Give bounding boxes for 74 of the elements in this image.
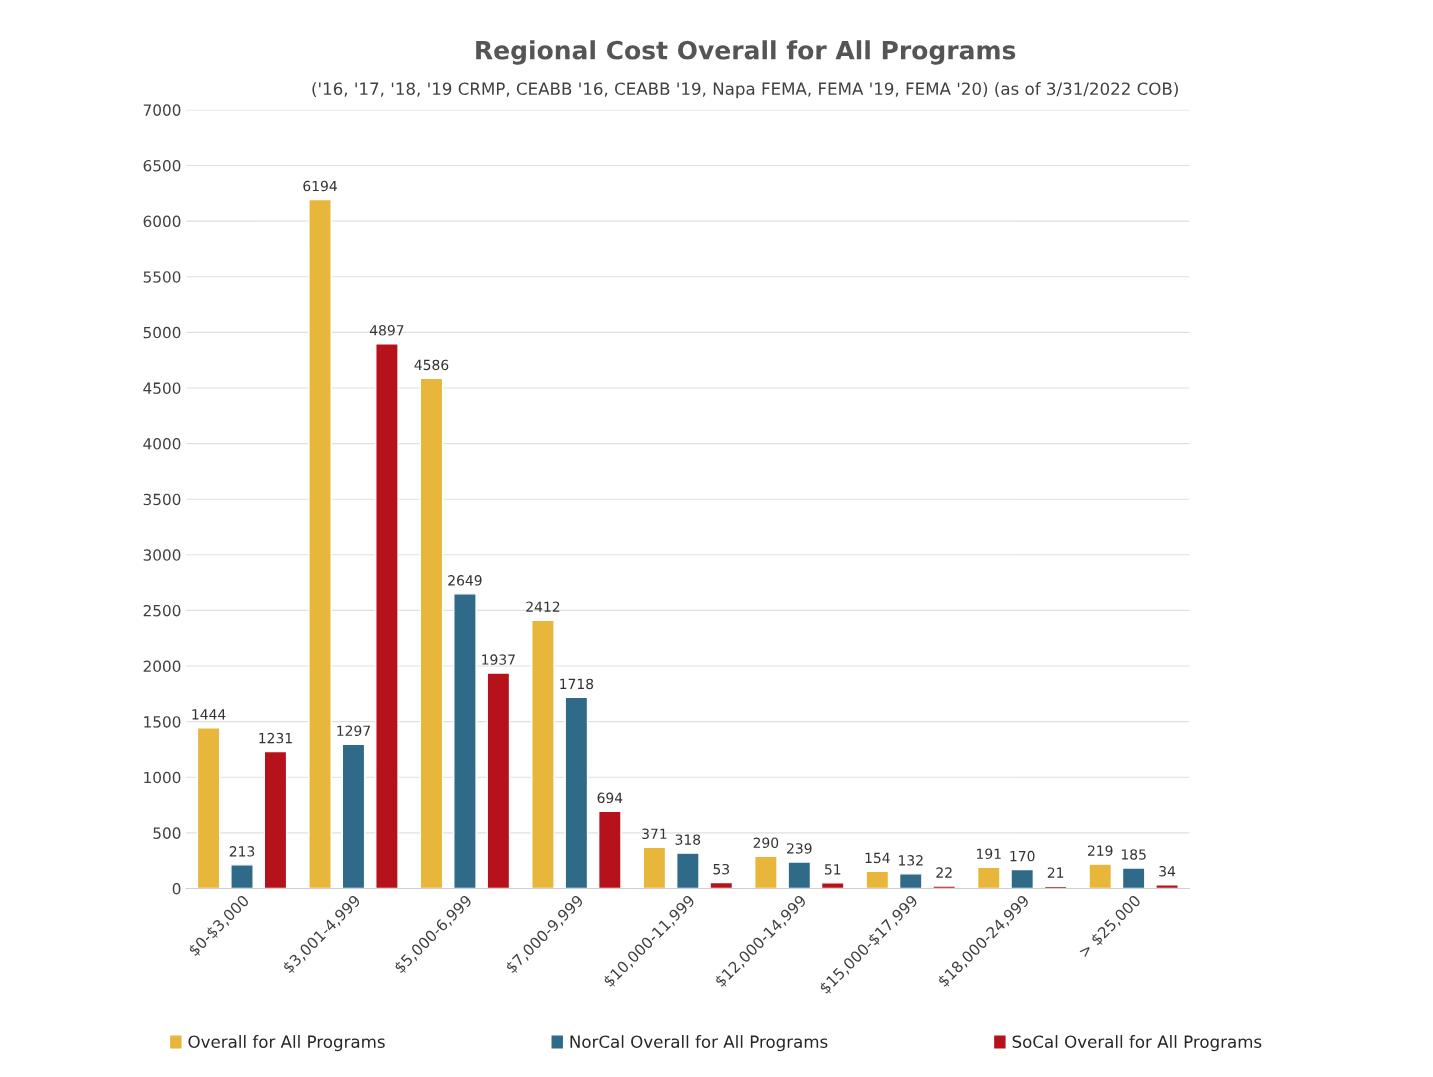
- data-label: 1297: [337, 725, 370, 736]
- data-label: 34: [1159, 865, 1176, 877]
- data-label: 371: [642, 828, 667, 840]
- y-tick-label: 3000: [143, 549, 181, 561]
- legend-label: NorCal Overall for All Programs: [570, 1035, 828, 1052]
- y-tick-label: 4500: [143, 382, 181, 394]
- data-label: 2649: [448, 575, 482, 586]
- y-tick-label: 1000: [144, 771, 181, 784]
- bar: [1088, 863, 1113, 889]
- y-tick-label: 5000: [143, 326, 181, 339]
- y-tick-label: 6500: [143, 159, 181, 172]
- data-label: 53: [713, 863, 729, 875]
- y-tick-label: 5500: [143, 271, 181, 283]
- bar: [597, 810, 622, 889]
- y-tick-label: 2000: [143, 660, 181, 673]
- bar: [341, 743, 366, 889]
- chart-title: Regional Cost Overall for All Programs: [476, 40, 1016, 65]
- y-tick-label: 6000: [143, 215, 181, 228]
- bar: [263, 750, 288, 889]
- data-label: 318: [675, 834, 701, 845]
- data-label: 4897: [369, 325, 404, 336]
- data-label: 4586: [414, 359, 449, 371]
- data-label: 219: [1087, 845, 1113, 856]
- data-label: 239: [787, 843, 812, 854]
- data-label: 185: [1121, 849, 1146, 860]
- legend-label: Overall for All Programs: [188, 1035, 385, 1052]
- y-tick-label: 1500: [144, 716, 181, 728]
- bar: [642, 846, 667, 889]
- data-label: 213: [229, 846, 255, 857]
- data-label: 1231: [259, 732, 292, 744]
- data-label: 154: [865, 852, 890, 864]
- y-tick-label: 3500: [143, 493, 181, 506]
- bar: [1010, 868, 1035, 889]
- data-label: 21: [1047, 867, 1064, 878]
- data-label: 191: [977, 848, 1001, 860]
- chart-subtitle: ('16, '17, '18, '19 CRMP, CEABB '16, CEABB '19, Napa FEMA, FEMA '19, FEMA '20) (as of 3/31/2022 COB): [312, 82, 1178, 99]
- bar: [898, 873, 923, 889]
- data-label: 51: [824, 864, 841, 875]
- data-label: 1444: [192, 709, 226, 720]
- bar: [1043, 885, 1068, 889]
- data-label: 1718: [560, 678, 594, 690]
- bar: [419, 377, 444, 889]
- bar: [709, 881, 734, 889]
- data-label: 22: [936, 867, 952, 878]
- bar: [787, 861, 812, 889]
- bar: [564, 696, 589, 889]
- bar: [486, 672, 511, 889]
- data-label: 170: [1010, 850, 1035, 862]
- data-label: 694: [597, 792, 623, 804]
- bar: [675, 852, 700, 889]
- bar: [865, 870, 890, 889]
- bar: [308, 198, 332, 889]
- bar: [453, 593, 477, 889]
- bar: [230, 864, 254, 889]
- y-tick-label: 2500: [143, 604, 181, 617]
- y-tick-label: 7000: [143, 104, 181, 116]
- bar: [754, 855, 778, 889]
- data-label: 2412: [526, 601, 560, 612]
- data-label: 1937: [482, 654, 515, 665]
- bar: [1121, 867, 1146, 889]
- bar: [932, 885, 957, 889]
- bar: [375, 343, 399, 889]
- y-tick-label: 4000: [143, 438, 181, 450]
- data-label: 6194: [303, 180, 337, 192]
- bar: [531, 619, 555, 889]
- bar: [976, 866, 1001, 889]
- data-label: 132: [899, 855, 923, 866]
- legend-label: SoCal Overall for All Programs: [1012, 1035, 1262, 1052]
- bar: [820, 882, 845, 889]
- y-tick-label: 0: [172, 882, 181, 895]
- bar: [1155, 884, 1179, 889]
- data-label: 290: [753, 837, 779, 849]
- y-tick-label: 500: [153, 827, 181, 839]
- bar: [196, 727, 221, 889]
